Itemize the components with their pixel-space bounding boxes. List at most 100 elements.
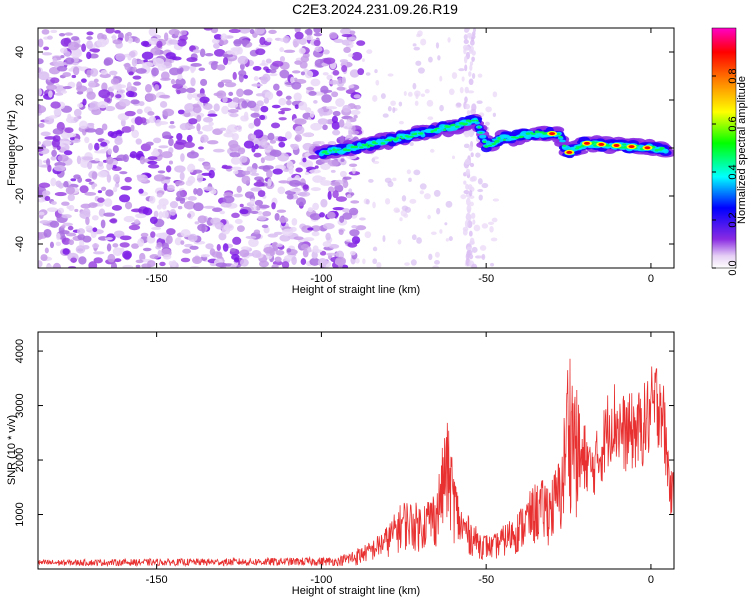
heatmap-noise-blob [179, 197, 186, 204]
heatmap-ridge-blob [474, 121, 480, 125]
heatmap-noise-blob [293, 92, 302, 102]
heatmap-noise-blob [158, 198, 169, 207]
heatmap-noise-blob [103, 59, 111, 66]
heatmap-noise-blob [211, 207, 223, 213]
heatmap-noise-blob [243, 89, 254, 96]
heatmap-noise-blob [101, 123, 108, 131]
heatmap-noise-blob [127, 55, 132, 61]
x-tick-label: -150 [146, 574, 168, 586]
heatmap-noise-blob [135, 213, 147, 219]
heatmap-noise-blob [60, 225, 66, 229]
heatmap-noise-blob [69, 136, 75, 141]
heatmap-noise-blob [240, 39, 250, 45]
heatmap-ridge-blob [399, 135, 403, 138]
heatmap-ridge-hotspot [566, 150, 573, 154]
heatmap-noise-blob [262, 210, 272, 217]
heatmap-noise-blob [159, 101, 168, 108]
heatmap-noise-blob [282, 35, 291, 44]
heatmap-noise-blob [100, 219, 106, 229]
heatmap-noise-blob [271, 202, 276, 210]
heatmap-noise-blob [176, 89, 181, 95]
heatmap-noise-blob [239, 249, 250, 258]
heatmap-noise-blob [279, 69, 290, 79]
heatmap-noise-blob [177, 73, 183, 80]
heatmap-ridge-blob [390, 138, 394, 141]
heatmap-noise-blob [269, 249, 275, 257]
heatmap-noise-blob [86, 51, 92, 60]
heatmap-noise-blob [411, 234, 417, 241]
heatmap-noise-blob [179, 67, 184, 73]
heatmap-noise-blob [165, 235, 173, 245]
heatmap-noise-blob [100, 141, 108, 147]
heatmap-noise-blob [88, 261, 98, 268]
heatmap-noise-blob [77, 233, 86, 241]
heatmap-noise-blob [199, 96, 210, 104]
heatmap-noise-blob [256, 100, 264, 107]
heatmap-noise-blob [208, 169, 215, 179]
heatmap-noise-blob [233, 40, 243, 45]
colorbar-label: Normalized spectral amplitude [736, 76, 748, 224]
heatmap-noise-blob [254, 199, 263, 207]
heatmap-noise-blob [240, 246, 250, 251]
heatmap-noise-blob [84, 136, 90, 144]
heatmap-noise-blob [346, 194, 352, 199]
heatmap-noise-blob [80, 203, 92, 209]
heatmap-noise-blob [277, 136, 284, 142]
heatmap-noise-blob [110, 262, 117, 268]
heatmap-noise-blob [55, 180, 62, 188]
heatmap-noise-blob [180, 30, 188, 36]
heatmap-ridge-blob [559, 139, 566, 143]
heatmap-noise-blob [320, 163, 331, 171]
heatmap-noise-blob [43, 46, 50, 51]
heatmap-noise-blob [331, 115, 339, 124]
heatmap-noise-blob [448, 88, 455, 96]
heatmap-noise-blob [177, 205, 183, 210]
heatmap-noise-blob [42, 140, 53, 147]
heatmap-noise-blob [332, 110, 341, 117]
heatmap-noise-blob [335, 98, 345, 107]
heatmap-noise-blob [169, 121, 175, 125]
heatmap-noise-blob [472, 28, 477, 33]
heatmap-noise-blob [274, 212, 280, 221]
heatmap-noise-blob [122, 250, 132, 260]
colorbar: 0.0 0.2 0.4 0.6 0.8 Normalized spectral ampl… [711, 27, 748, 276]
heatmap-noise-blob [149, 254, 160, 260]
heatmap-noise-blob [174, 165, 186, 173]
heatmap-noise-blob [56, 60, 64, 66]
heatmap-ridge-blob [482, 140, 487, 144]
heatmap-noise-blob [230, 156, 241, 165]
heatmap-ridge-blob [400, 137, 406, 140]
heatmap-noise-blob [98, 89, 111, 99]
heatmap-noise-blob [292, 38, 300, 48]
heatmap-noise-blob [187, 213, 192, 218]
heatmap-noise-blob [148, 116, 156, 124]
heatmap-noise-blob [310, 78, 321, 87]
heatmap-ridge-blob [558, 135, 563, 138]
heatmap-noise-blob [430, 148, 435, 153]
heatmap-noise-blob [147, 156, 158, 160]
heatmap-noise-blob [103, 198, 113, 207]
heatmap-noise-blob [51, 149, 57, 157]
heatmap-noise-blob [341, 76, 347, 84]
heatmap-noise-blob [112, 164, 117, 169]
heatmap-noise-blob [350, 200, 360, 204]
heatmap-streak-blob [466, 110, 471, 115]
heatmap-noise-blob [62, 222, 74, 227]
heatmap-ridge-hotspot [644, 146, 651, 150]
heatmap-streak-blob [471, 263, 478, 268]
heatmap-noise-blob [397, 239, 402, 245]
heatmap-noise-blob [82, 156, 94, 161]
heatmap-noise-blob [407, 91, 413, 97]
heatmap-noise-blob [403, 91, 407, 97]
colorbar-tick-label: 0.4 [727, 164, 739, 179]
heatmap-noise-blob [349, 69, 360, 78]
heatmap-noise-blob [439, 229, 443, 234]
heatmap-noise-blob [107, 131, 115, 137]
heatmap-noise-blob [277, 186, 286, 195]
heatmap-noise-blob [226, 124, 239, 133]
heatmap-streak-blob [462, 44, 469, 51]
heatmap-noise-blob [222, 195, 235, 204]
heatmap-noise-blob [267, 178, 272, 187]
heatmap-noise-blob [269, 69, 277, 74]
heatmap-noise-blob [140, 40, 150, 47]
